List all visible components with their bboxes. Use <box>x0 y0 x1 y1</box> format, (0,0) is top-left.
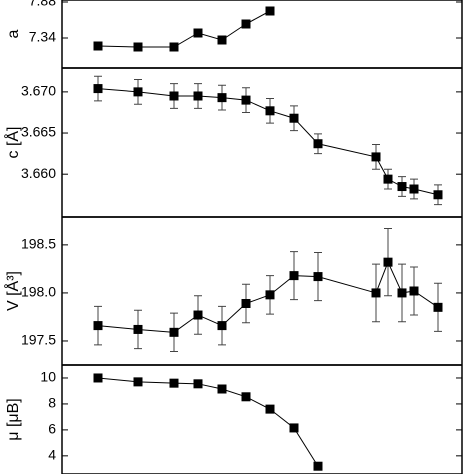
data-point <box>169 42 179 52</box>
data-point <box>169 91 179 101</box>
data-point <box>241 19 251 29</box>
data-point <box>289 113 299 123</box>
data-point <box>397 288 407 298</box>
y-tick-label: 198.5 <box>21 236 56 252</box>
data-point <box>169 327 179 337</box>
data-line <box>97 377 319 467</box>
data-point <box>93 84 103 94</box>
data-point <box>217 93 227 103</box>
data-point <box>313 461 323 471</box>
y-tick-label: 3.670 <box>21 83 56 99</box>
data-point <box>193 379 203 389</box>
panel-frame <box>61 67 463 218</box>
data-point <box>169 378 179 388</box>
data-point <box>265 404 275 414</box>
data-point <box>133 42 143 52</box>
panel-frame <box>61 216 463 366</box>
y-tick-label: 10 <box>40 369 56 385</box>
data-point <box>93 41 103 51</box>
panel-frame <box>61 364 463 474</box>
y-tick-label: 3.660 <box>21 165 56 181</box>
y-tick-label: 6 <box>48 421 56 437</box>
data-line <box>97 10 271 48</box>
data-point <box>193 91 203 101</box>
data-point <box>133 87 143 97</box>
data-point <box>371 152 381 162</box>
y-axis-label: a <box>5 29 22 38</box>
data-point <box>193 28 203 38</box>
y-axis-label: μ [μB] <box>5 398 22 440</box>
data-point <box>133 324 143 334</box>
data-point <box>217 35 227 45</box>
data-point <box>133 377 143 387</box>
data-point <box>217 321 227 331</box>
data-point <box>265 290 275 300</box>
y-axis-label: V [Å³] <box>3 271 22 311</box>
panel-frame <box>61 0 463 69</box>
y-tick-label: 3.665 <box>21 124 56 140</box>
data-point <box>371 288 381 298</box>
y-tick-label: 197.5 <box>21 332 56 348</box>
data-point <box>93 373 103 383</box>
data-point <box>289 271 299 281</box>
y-tick-label: 4 <box>48 447 56 463</box>
y-tick-label: 7.88 <box>29 0 56 9</box>
data-point <box>409 286 419 296</box>
data-point <box>313 272 323 282</box>
data-point <box>289 423 299 433</box>
y-tick-label: 8 <box>48 395 56 411</box>
data-point <box>433 190 443 200</box>
data-point <box>241 392 251 402</box>
data-point <box>93 321 103 331</box>
data-point <box>265 6 275 16</box>
data-point <box>409 184 419 194</box>
data-point <box>433 302 443 312</box>
data-point <box>265 106 275 116</box>
data-point <box>383 257 393 267</box>
data-point <box>193 310 203 320</box>
data-point <box>313 139 323 149</box>
data-point <box>383 174 393 184</box>
y-axis-label: c [Å] <box>3 126 22 158</box>
y-tick-label: 7.34 <box>29 29 56 45</box>
y-tick-label: 198.0 <box>21 284 56 300</box>
data-point <box>397 182 407 192</box>
data-point <box>241 95 251 105</box>
data-point <box>217 384 227 394</box>
data-point <box>241 298 251 308</box>
